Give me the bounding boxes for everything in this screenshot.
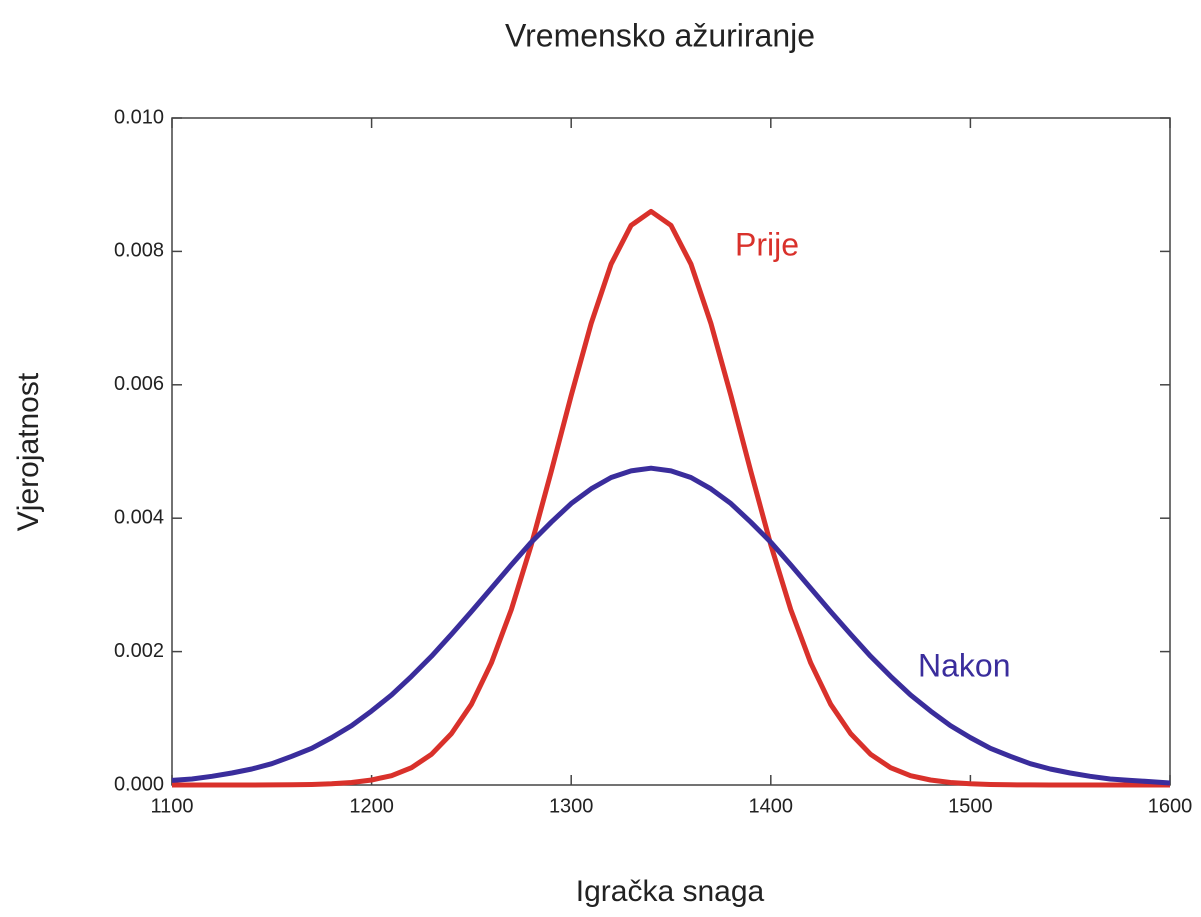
plot-frame (171, 117, 1171, 786)
y-axis-label: Vjerojatnost (12, 372, 45, 531)
x-tick-label: 1100 (150, 795, 193, 817)
series-label: Prije (735, 226, 799, 262)
y-tick-label: 0.006 (114, 373, 164, 395)
x-tick-label: 1300 (549, 795, 594, 817)
y-tick-label: 0.004 (114, 506, 164, 528)
y-tick-label: 0.010 (114, 106, 164, 128)
y-tick-label: 0.008 (114, 240, 164, 262)
chart-title: Vremensko ažuriranje (505, 17, 815, 53)
series-label: Nakon (918, 647, 1011, 683)
x-tick-label: 1500 (948, 795, 993, 817)
x-tick-label: 1600 (1148, 795, 1193, 817)
x-tick-label: 1400 (749, 795, 794, 817)
line-series (172, 208, 1170, 788)
x-axis-label: Igračka snaga (576, 875, 765, 908)
line-series (171, 465, 1171, 786)
y-tick-label: 0.000 (114, 773, 164, 795)
y-tick-label: 0.002 (114, 640, 164, 662)
x-tick-label: 1200 (349, 795, 394, 817)
